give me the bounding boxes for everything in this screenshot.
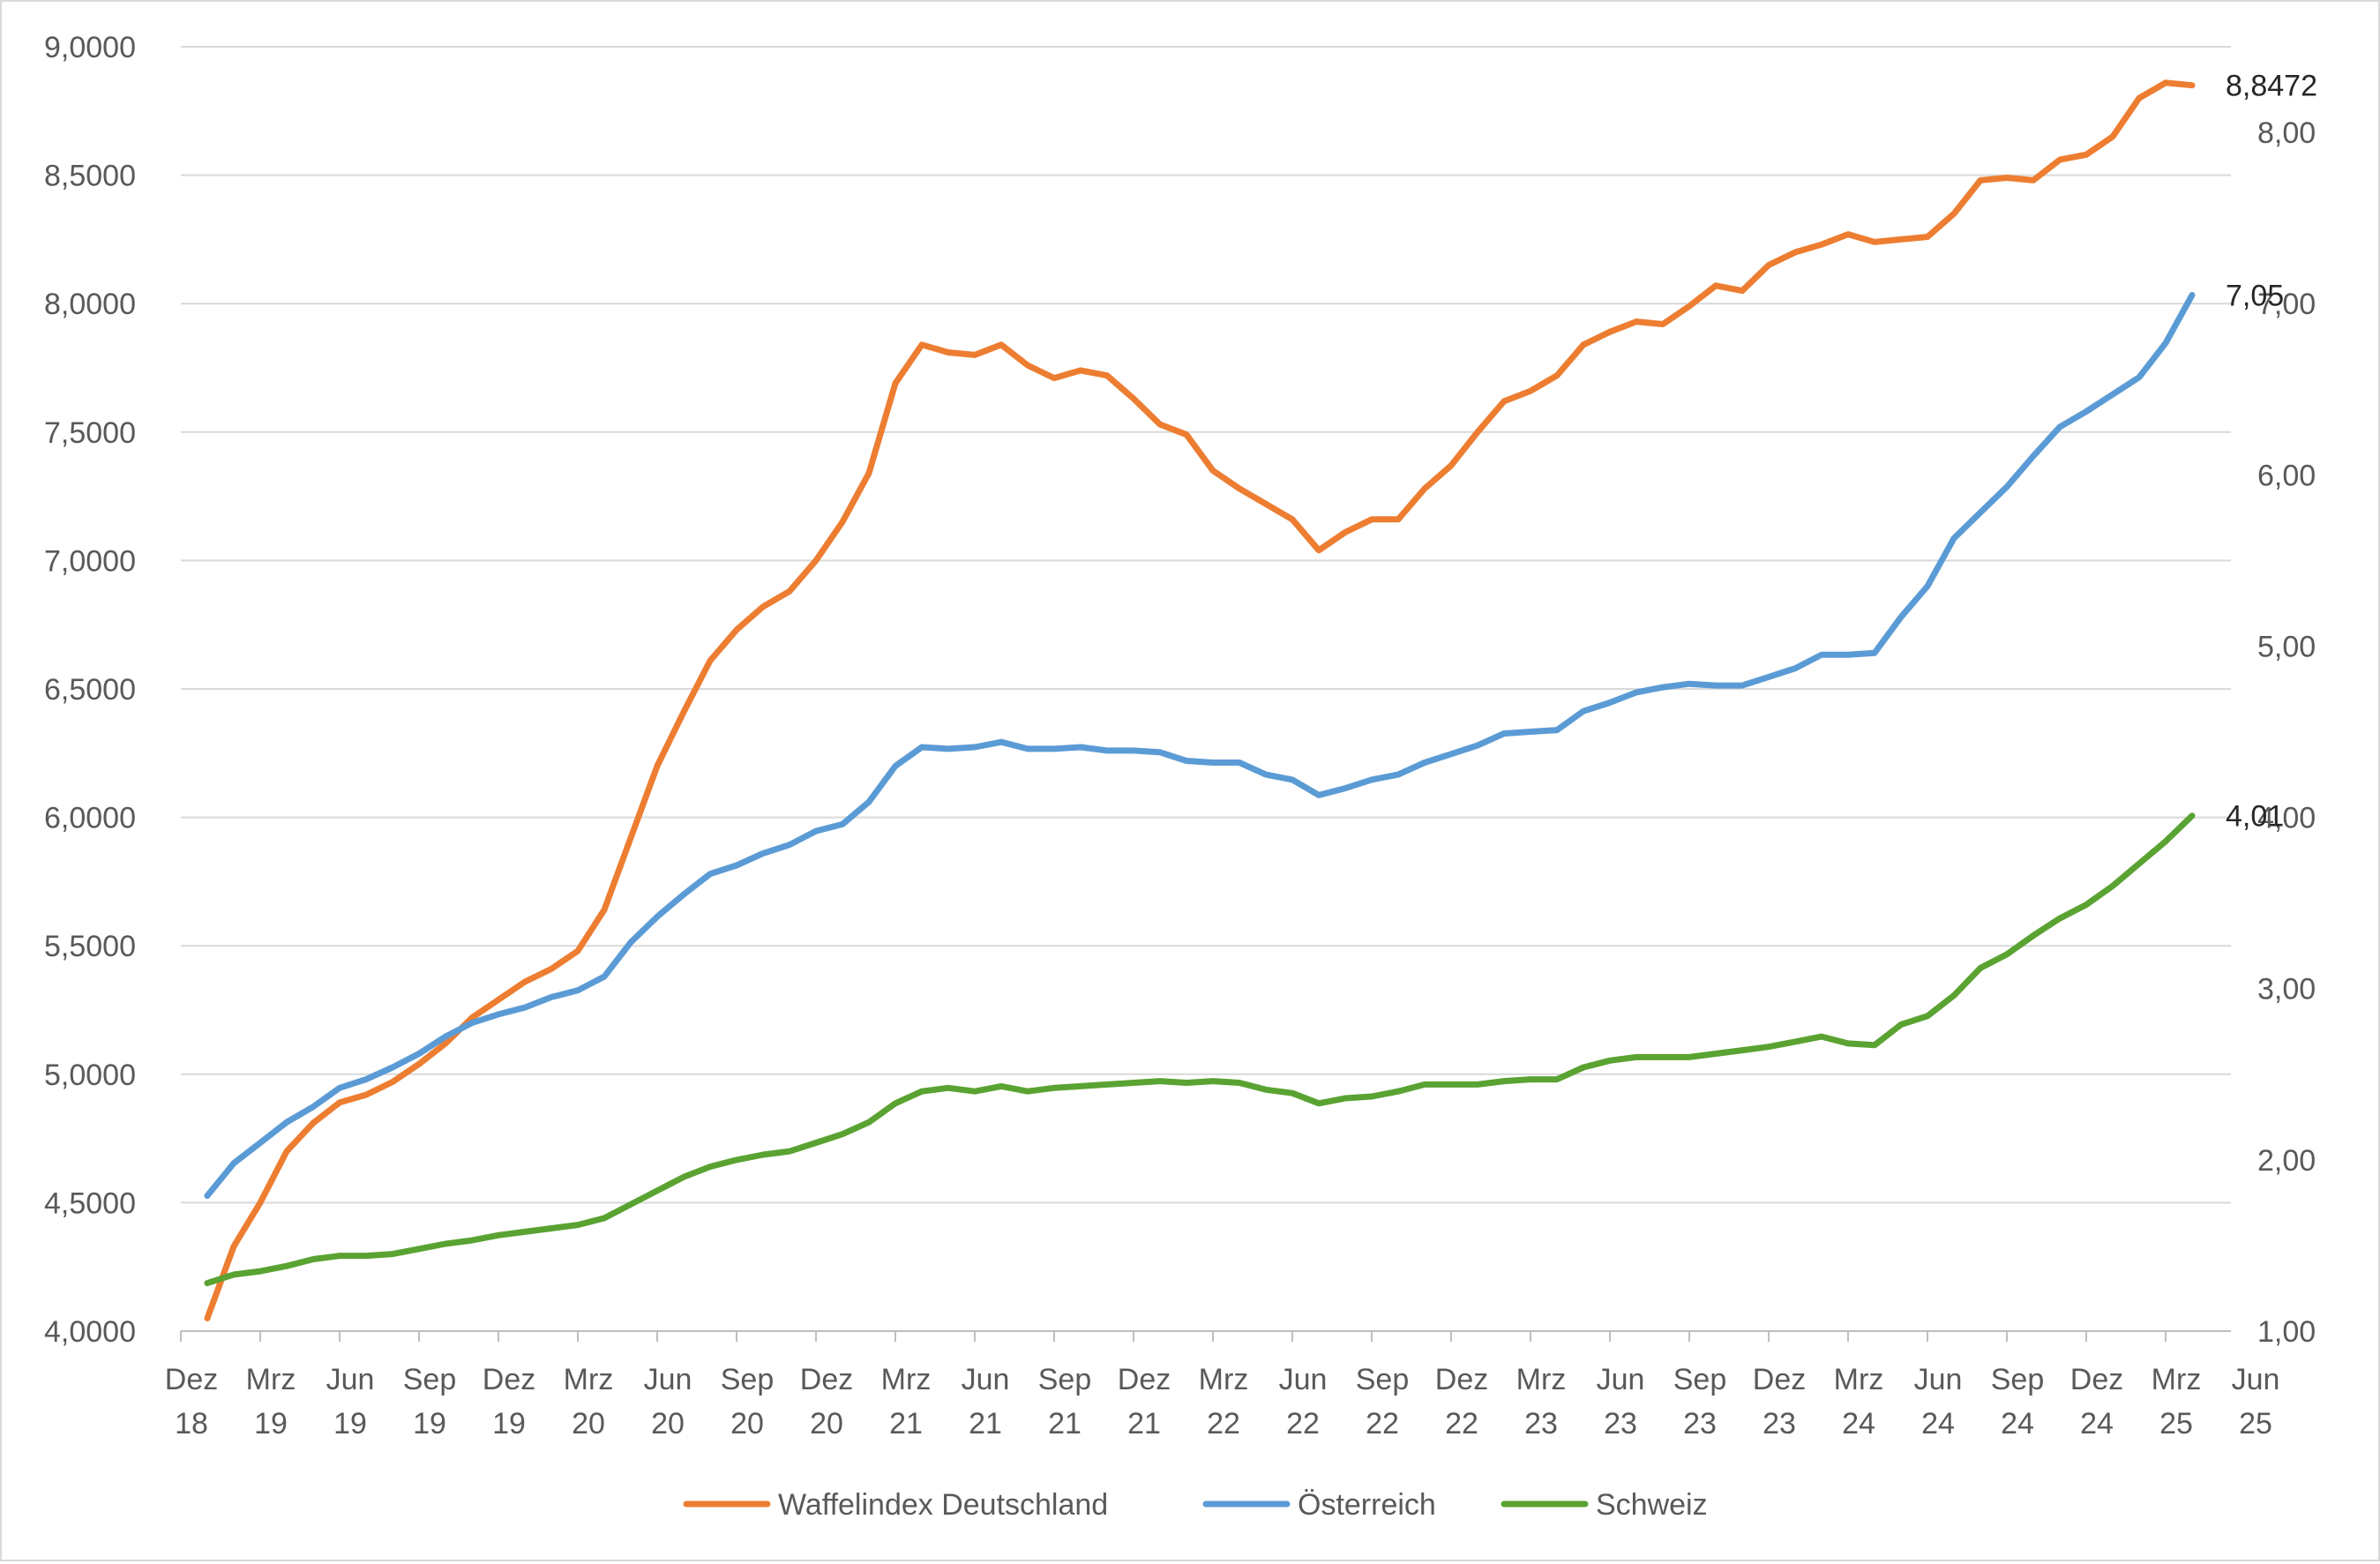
y-right-tick-label: 6,00 xyxy=(2257,459,2316,492)
x-tick-label-month: Mrz xyxy=(2152,1363,2202,1396)
legend-label-schweiz: Schweiz xyxy=(1596,1488,1708,1522)
x-tick-label-year: 22 xyxy=(1445,1407,1478,1441)
y-left-tick-label: 6,0000 xyxy=(44,802,136,835)
x-tick-label-month: Jun xyxy=(1597,1363,1645,1396)
x-tick-label-year: 19 xyxy=(492,1407,526,1441)
x-tick-label-month: Mrz xyxy=(1834,1363,1884,1396)
x-tick-label-year: 24 xyxy=(1921,1407,1955,1441)
x-tick-label-month: Dez xyxy=(2070,1363,2123,1396)
end-label-osterreich: 7,05 xyxy=(2226,279,2284,312)
x-tick-label-year: 22 xyxy=(1366,1407,1399,1441)
x-tick-label-month: Sep xyxy=(403,1363,457,1396)
x-tick-label-month: Jun xyxy=(326,1363,375,1396)
x-axis: Dez 18 Mrz 19 Jun 19 Sep 19 Dez 19 Mrz 20 Jun 20 Sep 20… xyxy=(165,1330,2280,1441)
x-tick-label-month: Dez xyxy=(1435,1363,1488,1396)
end-label-waffelindex-deutschland: 8,8472 xyxy=(2226,70,2317,103)
x-tick-label-month: Dez xyxy=(165,1363,218,1396)
y-left-tick-label: 7,0000 xyxy=(44,544,136,578)
x-tick-label-year: 20 xyxy=(810,1407,843,1441)
y-right-tick-label: 5,00 xyxy=(2257,630,2316,663)
legend-label-waffelindex-deutschland: Waffelindex Deutschland xyxy=(778,1488,1108,1522)
x-tick-label-month: Mrz xyxy=(881,1363,932,1396)
x-tick-label-month: Sep xyxy=(1673,1363,1727,1396)
x-tick-label-month: Jun xyxy=(1914,1363,1963,1396)
legend-label-osterreich: Österreich xyxy=(1298,1488,1436,1522)
y-left-tick-label: 5,5000 xyxy=(44,930,136,963)
series-line-schweiz xyxy=(204,812,2196,1287)
y-right-tick-label: 4,00 xyxy=(2257,802,2316,835)
x-tick-label-month: Sep xyxy=(1356,1363,1410,1396)
x-tick-label-month: Dez xyxy=(1753,1363,1806,1396)
y-left-tick-label: 8,5000 xyxy=(44,160,136,193)
series-line-waffelindex-deutschland xyxy=(204,79,2196,1321)
x-tick-label-year: 24 xyxy=(1842,1407,1875,1441)
y-left-tick-label: 4,5000 xyxy=(44,1186,136,1220)
x-tick-label-year: 18 xyxy=(175,1407,208,1441)
y-left-tick-label: 5,0000 xyxy=(44,1059,136,1092)
x-tick-label-month: Mrz xyxy=(1199,1363,1249,1396)
x-tick-label-month: Jun xyxy=(962,1363,1010,1396)
legend: Waffelindex Deutschland Österreich Schweiz xyxy=(683,1488,1708,1522)
series-line-osterreich xyxy=(204,292,2196,1200)
x-tick-label-month: Dez xyxy=(800,1363,853,1396)
y-right-tick-label: 1,00 xyxy=(2257,1315,2316,1349)
end-labels: 8,8472 7,05 4,01 xyxy=(2226,70,2317,834)
x-tick-label-year: 23 xyxy=(1683,1407,1717,1441)
x-tick-label-month: Jun xyxy=(644,1363,692,1396)
x-tick-label-year: 21 xyxy=(969,1407,1002,1441)
x-tick-label-year: 22 xyxy=(1286,1407,1320,1441)
end-label-schweiz: 4,01 xyxy=(2226,800,2284,834)
y-right-tick-label: 8,00 xyxy=(2257,116,2316,150)
x-tick-label-year: 25 xyxy=(2159,1407,2193,1441)
x-tick-label-year: 21 xyxy=(889,1407,923,1441)
x-tick-label-year: 23 xyxy=(1763,1407,1796,1441)
x-tick-label-month: Jun xyxy=(2232,1363,2280,1396)
x-tick-label-year: 19 xyxy=(254,1407,288,1441)
x-tick-label-year: 21 xyxy=(1048,1407,1081,1441)
x-tick-label-year: 24 xyxy=(2001,1407,2034,1441)
x-tick-label-month: Mrz xyxy=(1516,1363,1567,1396)
y-right-tick-label: 7,00 xyxy=(2257,288,2316,321)
x-tick-label-month: Jun xyxy=(1279,1363,1328,1396)
x-tick-label-month: Dez xyxy=(483,1363,535,1396)
x-tick-label-year: 20 xyxy=(651,1407,685,1441)
x-tick-label-year: 22 xyxy=(1207,1407,1240,1441)
y-left-tick-label: 4,0000 xyxy=(44,1315,136,1349)
x-tick-label-year: 23 xyxy=(1524,1407,1558,1441)
x-tick-label-year: 20 xyxy=(572,1407,605,1441)
y-axis-right: 1,00 2,00 3,00 4,00 5,00 6,00 7,00 8,00 xyxy=(2257,116,2316,1349)
x-tick-label-year: 24 xyxy=(2080,1407,2114,1441)
y-axis-left: 4,0000 4,5000 5,0000 5,5000 6,0000 6,5000 7,00… xyxy=(44,31,136,1349)
y-left-tick-label: 7,5000 xyxy=(44,416,136,450)
x-tick-label-month: Dez xyxy=(1118,1363,1171,1396)
x-tick-label-month: Sep xyxy=(1038,1363,1092,1396)
x-tick-label-year: 25 xyxy=(2239,1407,2272,1441)
x-tick-label-year: 21 xyxy=(1127,1407,1161,1441)
y-right-tick-label: 3,00 xyxy=(2257,973,2316,1006)
x-tick-label-month: Sep xyxy=(721,1363,775,1396)
x-tick-label-month: Sep xyxy=(1991,1363,2045,1396)
series-lines xyxy=(204,79,2196,1321)
gridlines xyxy=(181,46,2231,1204)
x-tick-label-year: 23 xyxy=(1604,1407,1637,1441)
x-tick-label-year: 20 xyxy=(730,1407,764,1441)
x-tick-label-year: 19 xyxy=(333,1407,367,1441)
y-right-tick-label: 2,00 xyxy=(2257,1144,2316,1178)
y-left-tick-label: 9,0000 xyxy=(44,31,136,64)
x-tick-label-month: Mrz xyxy=(246,1363,296,1396)
y-left-tick-label: 6,5000 xyxy=(44,673,136,707)
y-left-tick-label: 8,0000 xyxy=(44,288,136,321)
x-tick-label-year: 19 xyxy=(413,1407,446,1441)
x-tick-label-month: Mrz xyxy=(564,1363,614,1396)
